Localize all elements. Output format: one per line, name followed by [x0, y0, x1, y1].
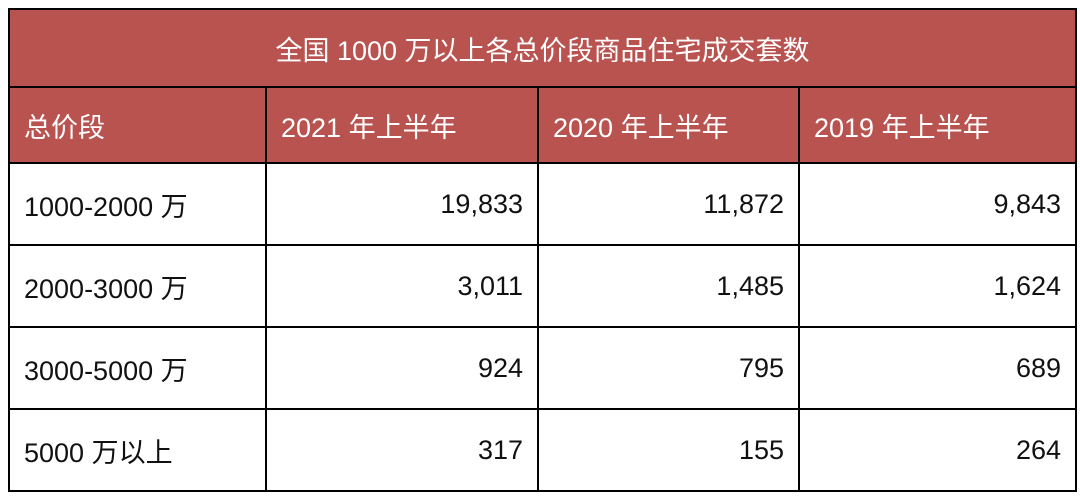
table-row: 2000-3000 万 3,011 1,485 1,624 [8, 244, 1078, 328]
table-row: 5000 万以上 317 155 264 [8, 408, 1078, 492]
title-row: 全国 1000 万以上各总价段商品住宅成交套数 [7, 8, 1078, 88]
value-2020: 11,872 [537, 162, 800, 246]
column-header-segment: 总价段 [8, 86, 267, 164]
value-2020: 1,485 [537, 244, 800, 328]
value-2021: 19,833 [265, 162, 539, 246]
value-2021: 3,011 [265, 244, 539, 328]
segment-label: 3000-5000 万 [8, 326, 267, 410]
column-header-2021h1: 2021 年上半年 [265, 86, 539, 164]
table-title: 全国 1000 万以上各总价段商品住宅成交套数 [7, 8, 1078, 88]
segment-label: 5000 万以上 [8, 408, 267, 492]
value-2019: 9,843 [797, 162, 1078, 246]
value-2020: 155 [537, 408, 800, 492]
value-2019: 1,624 [797, 244, 1078, 328]
table-row: 3000-5000 万 924 795 689 [8, 326, 1078, 410]
value-2021: 924 [265, 326, 539, 410]
value-2019: 689 [797, 326, 1078, 410]
price-segment-table: 全国 1000 万以上各总价段商品住宅成交套数 总价段 2021 年上半年 20… [7, 8, 1078, 492]
header-row: 总价段 2021 年上半年 2020 年上半年 2019 年上半年 [8, 86, 1078, 164]
value-2019: 264 [797, 408, 1078, 492]
value-2021: 317 [265, 408, 539, 492]
price-segment-table-container: 全国 1000 万以上各总价段商品住宅成交套数 总价段 2021 年上半年 20… [7, 8, 1078, 492]
segment-label: 2000-3000 万 [8, 244, 267, 328]
table-row: 1000-2000 万 19,833 11,872 9,843 [8, 162, 1078, 246]
column-header-2019h1: 2019 年上半年 [797, 86, 1078, 164]
value-2020: 795 [537, 326, 800, 410]
segment-label: 1000-2000 万 [8, 162, 267, 246]
column-header-2020h1: 2020 年上半年 [537, 86, 800, 164]
